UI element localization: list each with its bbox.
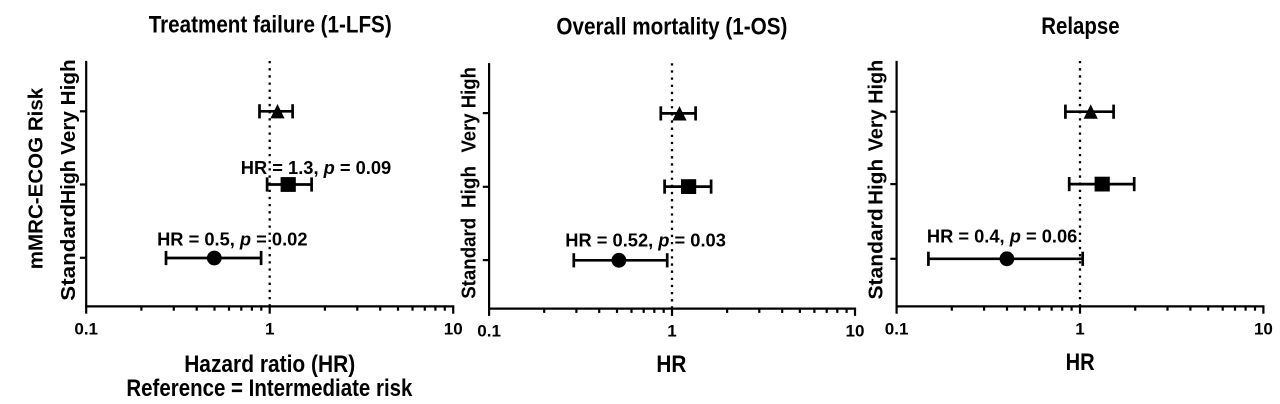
svg-text:1: 1: [667, 322, 676, 341]
svg-text:Very High: Very High: [459, 67, 481, 153]
svg-text:Very High: Very High: [865, 60, 887, 151]
svg-text:mMRC-ECOG Risk: mMRC-ECOG Risk: [26, 87, 48, 269]
svg-text:Hazard ratio (HR): Hazard ratio (HR): [184, 351, 355, 378]
svg-text:Overall mortality (1-OS): Overall mortality (1-OS): [556, 14, 787, 41]
svg-text:High: High: [459, 166, 481, 208]
svg-text:10: 10: [846, 322, 865, 341]
svg-text:Treatment failure (1-LFS): Treatment failure (1-LFS): [149, 11, 392, 38]
svg-text:1: 1: [1075, 319, 1084, 338]
svg-text:10: 10: [1254, 319, 1273, 338]
svg-text:HR = 0.5, p = 0.02: HR = 0.5, p = 0.02: [157, 229, 307, 250]
svg-text:HR = 1.3, p = 0.09: HR = 1.3, p = 0.09: [241, 157, 391, 178]
svg-text:10: 10: [444, 319, 463, 338]
svg-text:HR = 0.52, p = 0.03: HR = 0.52, p = 0.03: [565, 229, 726, 250]
svg-text:HR: HR: [656, 351, 686, 378]
svg-text:Reference = Intermediate risk: Reference = Intermediate risk: [126, 375, 413, 402]
svg-text:HR: HR: [1066, 349, 1095, 376]
svg-text:0.1: 0.1: [885, 319, 909, 338]
svg-text:Relapse: Relapse: [1041, 13, 1119, 40]
svg-text:HR = 0.4, p = 0.06: HR = 0.4, p = 0.06: [927, 225, 1077, 246]
svg-text:Standard: Standard: [58, 204, 80, 301]
svg-text:Standard: Standard: [865, 208, 887, 299]
svg-text:High: High: [865, 159, 887, 205]
svg-text:Very High: Very High: [58, 59, 80, 155]
svg-text:0.1: 0.1: [74, 319, 98, 338]
svg-text:1: 1: [265, 319, 274, 338]
svg-text:Standard: Standard: [459, 218, 481, 299]
svg-text:0.1: 0.1: [477, 322, 501, 341]
svg-text:High: High: [58, 160, 80, 204]
